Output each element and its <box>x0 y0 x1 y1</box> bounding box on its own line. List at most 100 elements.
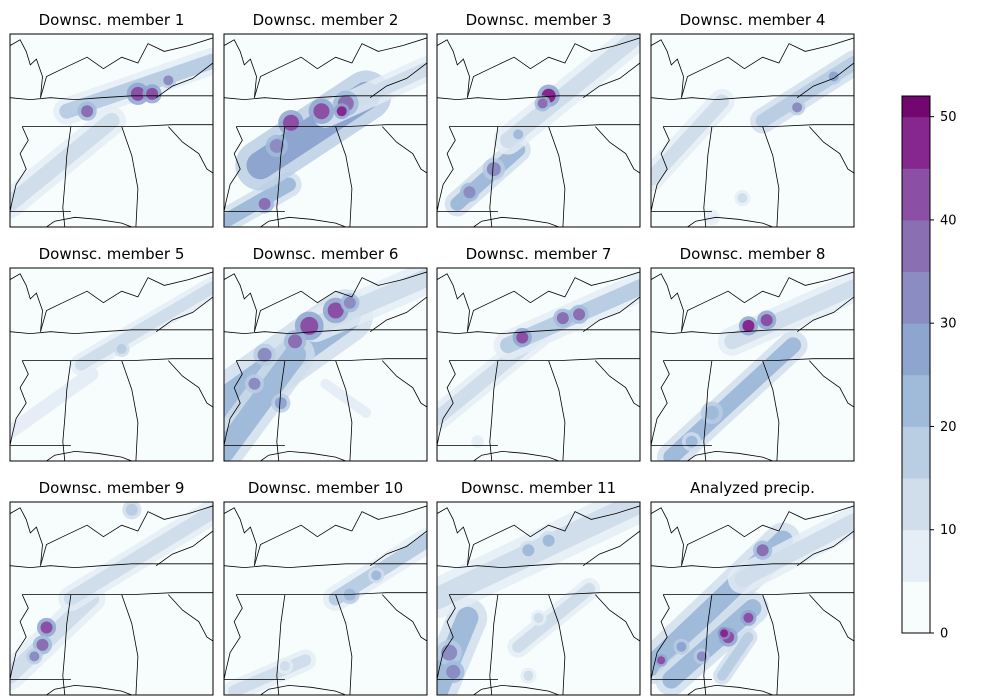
state-border <box>762 360 780 461</box>
panel-frame <box>436 33 641 228</box>
precip-cell <box>40 621 53 634</box>
state-border <box>651 39 684 98</box>
panel-title: Downsc. member 1 <box>39 11 185 29</box>
state-borders <box>437 37 640 227</box>
state-border <box>437 360 456 446</box>
precip-cell <box>720 629 729 638</box>
panel-title: Downsc. member 4 <box>680 11 826 29</box>
state-border <box>62 594 72 695</box>
state-border <box>224 95 427 101</box>
state-border <box>168 126 213 174</box>
state-border <box>236 592 427 595</box>
state-border <box>40 37 213 98</box>
state-border <box>168 360 213 408</box>
precip-cell <box>258 197 271 210</box>
state-border <box>663 592 854 595</box>
precip-band <box>63 504 213 606</box>
precip-cell <box>533 612 544 623</box>
precip-band <box>75 281 213 371</box>
state-border <box>10 563 213 569</box>
precip-cell <box>163 75 174 86</box>
colorbar-tick-label: 20 <box>940 420 957 435</box>
panel-frame <box>223 267 428 462</box>
state-border <box>10 360 29 446</box>
map-panel-4: Downsc. member 4 <box>650 11 855 228</box>
state-border <box>809 126 854 174</box>
precip-cell <box>274 397 287 410</box>
precip-field <box>224 56 427 227</box>
precip-cell <box>756 544 769 557</box>
colorbar-segment <box>902 426 930 479</box>
panel-title: Downsc. member 9 <box>39 479 185 497</box>
state-border <box>121 360 139 461</box>
precip-band <box>662 599 762 689</box>
precip-cell <box>279 661 290 672</box>
state-border <box>62 126 72 227</box>
precip-cell <box>300 316 319 335</box>
state-borders <box>10 37 213 227</box>
state-border <box>651 126 670 212</box>
colorbar-segment <box>902 96 930 118</box>
precip-cell <box>248 377 261 390</box>
precip-cell <box>486 162 501 177</box>
precip-cell <box>696 651 707 662</box>
map-panel-11: Downsc. member 11 <box>436 479 641 696</box>
colorbar-tick-label: 30 <box>940 317 957 332</box>
panel-title: Analyzed precip. <box>690 479 815 497</box>
state-border <box>382 594 427 642</box>
state-border <box>22 592 213 595</box>
state-border <box>548 360 566 461</box>
precip-cell <box>704 405 719 420</box>
map-panel-12: Analyzed precip. <box>650 479 855 696</box>
state-border <box>681 37 854 98</box>
precip-cell <box>446 664 461 679</box>
state-border <box>548 126 566 227</box>
panel-title: Downsc. member 10 <box>248 479 403 497</box>
state-border <box>10 594 29 680</box>
state-border <box>762 126 780 227</box>
map-panel-9: Downsc. member 9 <box>9 479 214 696</box>
state-border <box>809 360 854 408</box>
state-border <box>168 594 213 642</box>
map-panel-6: Downsc. member 6 <box>223 245 428 462</box>
state-border <box>254 37 427 98</box>
precip-cell <box>473 437 482 446</box>
precip-cell <box>257 347 272 362</box>
state-border <box>260 216 346 227</box>
state-border <box>687 216 773 227</box>
state-border <box>681 271 854 332</box>
panel-frame <box>9 267 214 462</box>
state-border <box>22 124 213 127</box>
state-border <box>276 360 286 461</box>
state-borders <box>437 505 640 695</box>
precip-band <box>320 378 372 418</box>
state-border <box>260 684 346 695</box>
state-border <box>335 594 353 695</box>
panel-title: Downsc. member 11 <box>461 479 616 497</box>
state-border <box>236 124 427 127</box>
state-border <box>46 450 132 461</box>
panel-frame <box>650 33 855 228</box>
precip-field <box>10 502 213 691</box>
precip-band <box>512 582 596 653</box>
state-border <box>473 684 559 695</box>
precip-cell <box>513 129 524 140</box>
state-border <box>651 360 670 446</box>
state-border <box>40 505 213 566</box>
precip-cell <box>706 212 717 223</box>
panel-frame <box>9 33 214 228</box>
precip-cell <box>685 435 698 448</box>
state-border <box>582 62 640 99</box>
state-border <box>10 329 213 335</box>
colorbar-segment <box>902 271 930 324</box>
colorbar-segment <box>902 374 930 427</box>
state-border <box>762 594 780 695</box>
map-panel-7: Downsc. member 7 <box>436 245 641 462</box>
precip-field <box>444 34 640 217</box>
panel-title: Downsc. member 2 <box>253 11 399 29</box>
state-border <box>437 329 640 335</box>
precip-cell <box>542 534 555 547</box>
precip-field <box>224 527 427 695</box>
precip-cell <box>522 544 535 557</box>
state-border <box>224 594 243 680</box>
